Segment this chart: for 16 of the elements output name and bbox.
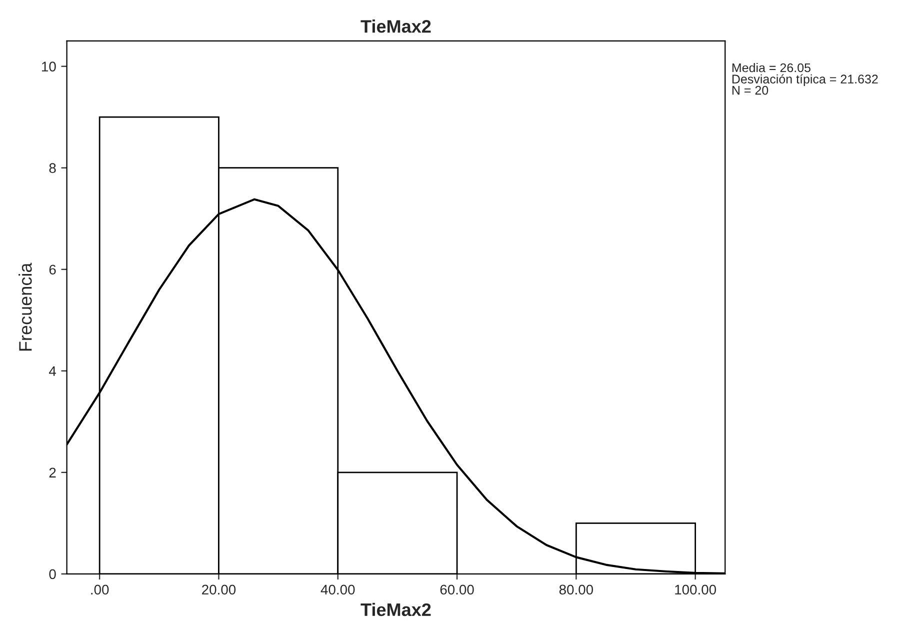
- y-axis-title: Frecuencia: [18, 262, 32, 351]
- x-tick-label: 40.00: [320, 584, 355, 595]
- x-tick-label: 60.00: [440, 584, 474, 595]
- y-tick-label: 6: [49, 264, 56, 275]
- x-tick-label: 20.00: [202, 584, 236, 595]
- y-tick-label: 10: [42, 62, 56, 72]
- y-tick-label: 2: [49, 468, 56, 478]
- x-axis-title: TieMax2: [360, 602, 431, 616]
- x-tick-label: 100.00: [675, 584, 716, 595]
- text: Media = 26.05 Desviación típica = 21.632 N = 20: [732, 63, 878, 95]
- x-tick-label: 80.00: [559, 584, 594, 595]
- chart-title: TieMax2: [360, 20, 431, 33]
- y-tick-label: 8: [49, 163, 56, 174]
- y-tick-label: 0: [49, 569, 56, 580]
- y-tick-label: 4: [49, 366, 56, 376]
- x-tick-label: .00: [91, 584, 109, 595]
